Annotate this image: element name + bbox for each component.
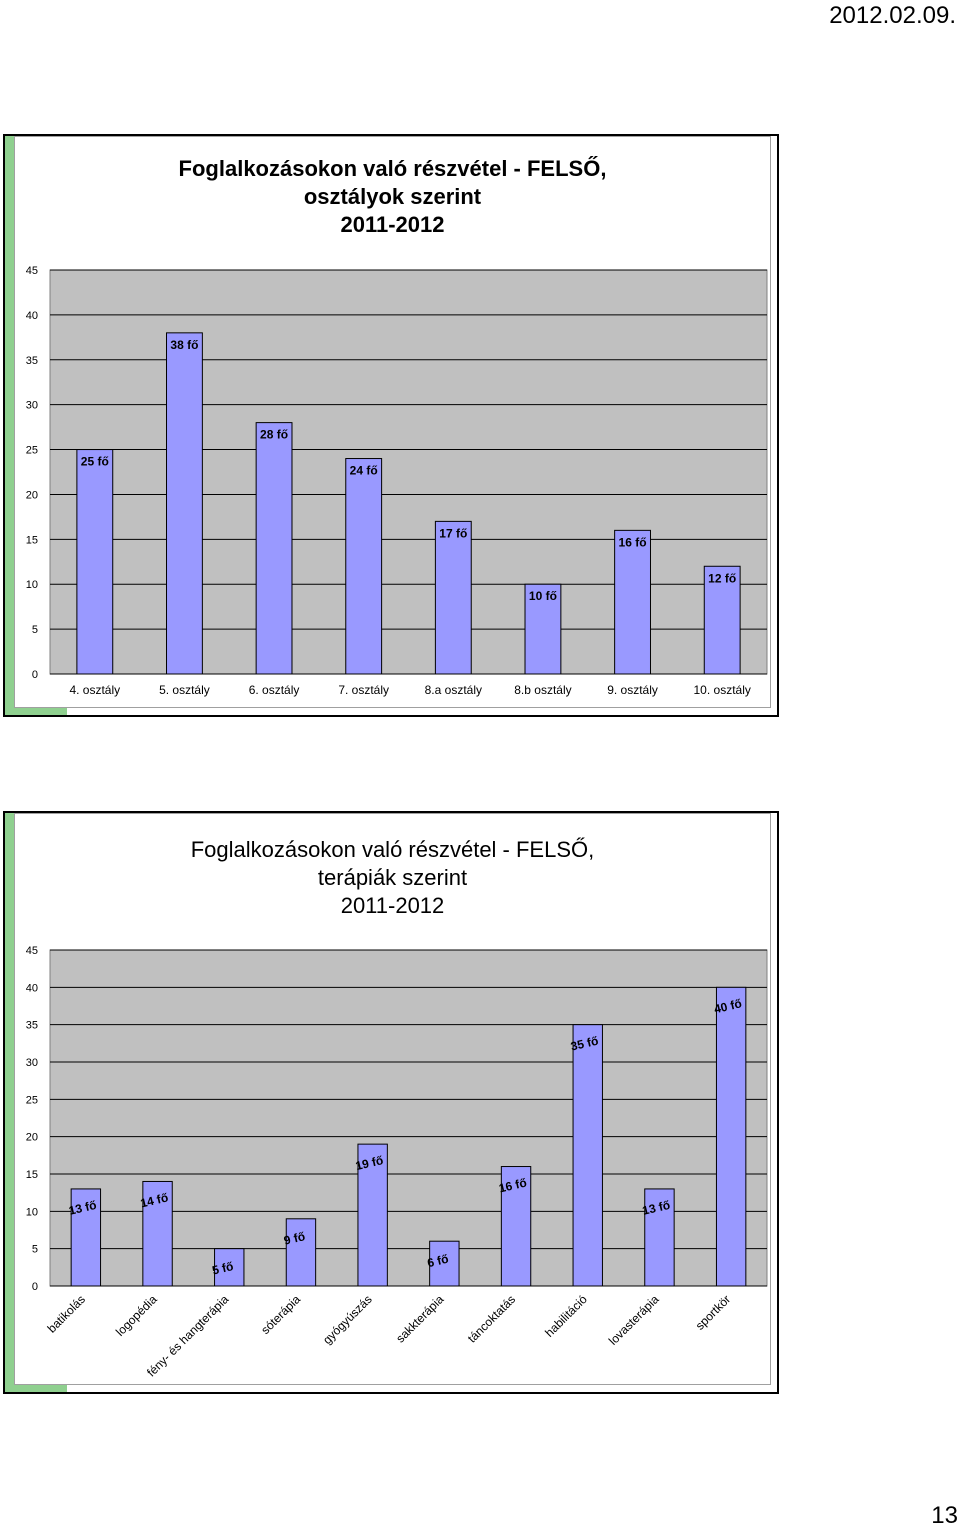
- x-category-label: sportkör: [693, 1292, 734, 1333]
- slide-accent-bar: [5, 813, 14, 1392]
- chart-title-line: Foglalkozásokon való részvétel - FELSŐ,: [178, 156, 607, 181]
- x-category-label: 5. osztály: [159, 683, 210, 697]
- y-tick-label: 10: [26, 1206, 38, 1218]
- data-label: 16 fő: [498, 1176, 528, 1196]
- slide-therapy-chart: Foglalkozásokon való részvétel - FELSŐ, …: [3, 811, 779, 1394]
- y-tick-label: 5: [32, 624, 38, 636]
- y-tick-label: 45: [26, 265, 38, 277]
- y-tick-label: 0: [32, 1281, 38, 1293]
- y-tick-label: 35: [26, 1020, 38, 1032]
- x-category-label: 4. osztály: [69, 683, 120, 697]
- y-tick-label: 5: [32, 1244, 38, 1256]
- x-category-label: 10. osztály: [694, 683, 751, 697]
- slide-accent-corner: [5, 707, 67, 715]
- data-label: 40 fő: [713, 996, 743, 1016]
- x-category-label: 8.a osztály: [425, 683, 482, 697]
- y-tick-label: 25: [26, 1094, 38, 1106]
- bar: [214, 1248, 245, 1287]
- data-label: 16 fő: [619, 535, 647, 549]
- page-date: 2012.02.09.: [829, 2, 956, 29]
- x-category-label: sóterápia: [258, 1292, 303, 1337]
- chart-title-line: terápiák szerint: [317, 865, 468, 890]
- bar: [70, 1188, 102, 1287]
- data-label: 25 fő: [81, 455, 109, 469]
- data-label: 38 fő: [170, 338, 198, 352]
- bar: [715, 986, 747, 1287]
- bar: [434, 520, 472, 675]
- data-label: 12 fő: [708, 571, 736, 585]
- data-label: 9 fő: [282, 1229, 306, 1247]
- x-category-label: 6. osztály: [249, 683, 300, 697]
- chart-title: Foglalkozásokon való részvétel - FELSŐ, …: [15, 155, 770, 239]
- y-tick-label: 45: [26, 945, 38, 957]
- y-tick-label: 10: [26, 579, 38, 591]
- page-number: 13: [931, 1502, 958, 1529]
- x-category-label: gyógyúszás: [320, 1292, 375, 1347]
- bar: [285, 1218, 317, 1287]
- y-tick-label: 15: [26, 534, 38, 546]
- y-tick-label: 15: [26, 1169, 38, 1181]
- data-label: 17 fő: [439, 526, 467, 540]
- data-label: 13 fő: [67, 1198, 97, 1218]
- bar: [614, 529, 651, 675]
- y-tick-label: 40: [26, 310, 38, 322]
- x-category-label: táncoktatás: [465, 1292, 518, 1345]
- chart-title-line: 2011-2012: [340, 893, 445, 918]
- bar-chart-classes: 0 5 10 15 20 25 30 35 40 45 25 fő 4. osztály 38 fő 5.…: [26, 265, 768, 697]
- bar: [166, 332, 203, 675]
- x-category-label: 7. osztály: [338, 683, 389, 697]
- x-category-label: 8.b osztály: [514, 683, 571, 697]
- data-label: 14 fő: [139, 1190, 169, 1210]
- chart-title-line: 2011-2012: [340, 212, 445, 237]
- data-label: 5 fő: [211, 1259, 235, 1277]
- bar: [255, 422, 293, 675]
- slide-accent-bar: [5, 136, 14, 715]
- bar-chart-therapies: 0 5 10 15 20 25 30 35 40 45 13 fő batikolás 14 fő log…: [26, 945, 768, 1379]
- chart-area: Foglalkozásokon való részvétel - FELSŐ, …: [14, 813, 771, 1385]
- data-label: 35 fő: [569, 1034, 599, 1054]
- x-category-label: logopédia: [113, 1292, 160, 1339]
- data-label: 13 fő: [641, 1198, 671, 1218]
- chart-title: Foglalkozásokon való részvétel - FELSŐ, …: [15, 836, 770, 920]
- bar: [345, 458, 383, 675]
- chart-title-line: osztályok szerint: [303, 184, 482, 209]
- bar: [76, 449, 114, 675]
- x-category-label: batikolás: [45, 1292, 88, 1335]
- bar: [524, 583, 562, 675]
- bar: [703, 565, 741, 675]
- data-label: 28 fő: [260, 428, 288, 442]
- data-label: 19 fő: [354, 1153, 384, 1173]
- plot-area: [49, 269, 768, 675]
- bar: [357, 1143, 388, 1287]
- slide-accent-corner: [5, 1384, 67, 1392]
- chart-title-line: Foglalkozásokon való részvétel - FELSŐ,: [190, 837, 595, 862]
- x-category-label: fény- és hangterápia: [144, 1292, 231, 1379]
- x-category-label: sakkterápia: [393, 1292, 447, 1346]
- bar: [142, 1180, 173, 1287]
- y-tick-label: 40: [26, 982, 38, 994]
- data-label: 6 fő: [426, 1252, 450, 1270]
- bar: [500, 1166, 532, 1287]
- y-tick-label: 25: [26, 445, 38, 457]
- bar: [644, 1188, 675, 1287]
- data-label: 10 fő: [529, 589, 557, 603]
- slide-class-chart: Foglalkozásokon való részvétel - FELSŐ, …: [3, 134, 779, 717]
- y-tick-label: 35: [26, 355, 38, 367]
- x-category-label: lovasterápia: [606, 1292, 662, 1348]
- x-category-label: 9. osztály: [607, 683, 658, 697]
- x-category-label: habilitáció: [542, 1292, 590, 1340]
- data-label: 24 fő: [350, 464, 378, 478]
- bar: [572, 1024, 603, 1287]
- y-tick-label: 0: [32, 669, 38, 681]
- y-tick-label: 20: [26, 489, 38, 501]
- bar: [429, 1240, 460, 1287]
- y-tick-label: 30: [26, 1057, 38, 1069]
- y-tick-label: 30: [26, 400, 38, 412]
- chart-area: Foglalkozásokon való részvétel - FELSŐ, …: [14, 136, 771, 708]
- y-tick-label: 20: [26, 1132, 38, 1144]
